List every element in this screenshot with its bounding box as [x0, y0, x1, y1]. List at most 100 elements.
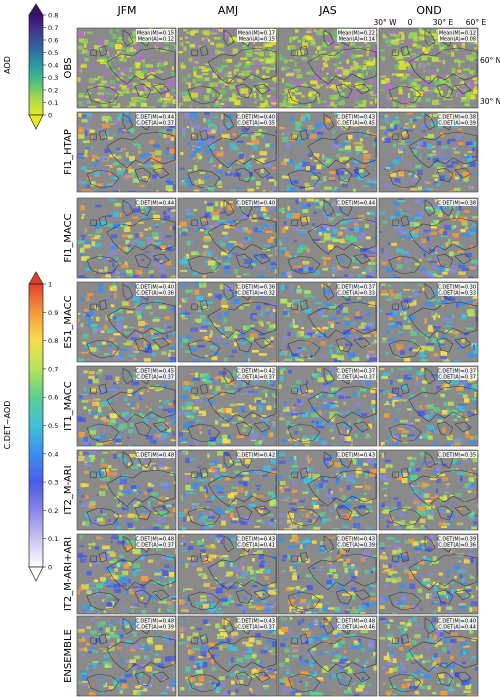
map-pixel — [170, 414, 176, 419]
map-pixel — [361, 72, 364, 77]
stat-primary: Mean(M)=0.15 — [137, 31, 174, 37]
map-pixel — [416, 44, 419, 49]
map-pixel — [289, 187, 296, 192]
map-pixel — [455, 213, 458, 220]
map-pixel — [205, 375, 211, 379]
map-pixel — [206, 488, 208, 494]
map-pixel — [381, 502, 385, 508]
map-pixel — [188, 382, 194, 386]
map-pixel — [344, 241, 351, 244]
map-pixel — [163, 382, 168, 388]
map-pixel — [133, 350, 140, 353]
map-pixel — [271, 266, 275, 272]
map-pixel — [218, 219, 221, 223]
map-pixel — [140, 509, 144, 514]
map-pixel — [415, 215, 422, 219]
map-pixel — [424, 91, 431, 94]
coastline — [122, 367, 134, 385]
map-pixel — [431, 338, 440, 344]
map-pixel — [465, 528, 472, 530]
map-pixel — [379, 475, 386, 481]
map-pixel — [193, 66, 198, 72]
map-pixel — [241, 128, 249, 133]
map-pixel — [332, 30, 340, 36]
map-pixel — [109, 285, 117, 292]
map-pixel — [334, 392, 337, 397]
map-pixel — [429, 298, 437, 302]
map-pixel — [236, 519, 243, 523]
map-pixel — [287, 185, 291, 191]
map-pixel — [352, 55, 360, 58]
map-field — [380, 112, 478, 196]
stats-box — [438, 367, 477, 380]
map-pixel — [78, 93, 85, 98]
map-pixel — [266, 67, 271, 70]
map-pixel — [440, 396, 446, 399]
map-pixel — [203, 485, 208, 490]
map-pixel — [121, 431, 125, 435]
map-pixel — [411, 489, 419, 494]
map-pixel — [159, 232, 163, 238]
map-pixel — [422, 435, 426, 439]
map-pixel — [315, 137, 322, 140]
map-pixel — [215, 420, 219, 425]
map-pixel — [180, 395, 189, 399]
map-pixel — [411, 76, 414, 81]
map-pixel — [457, 345, 461, 350]
map-pixel — [373, 72, 377, 75]
map-pixel — [434, 495, 438, 501]
map-pixel — [142, 464, 149, 471]
map-pixel — [374, 415, 377, 421]
map-pixel — [403, 288, 411, 291]
stat-secondary: C.DET(A)=0.45 — [337, 121, 375, 127]
map-pixel — [435, 183, 441, 186]
map-pixel — [217, 496, 225, 498]
map-pixel — [384, 82, 392, 88]
map-pixel — [143, 589, 146, 595]
map-pixel — [314, 513, 322, 516]
map-pixel — [318, 410, 322, 415]
map-pixel — [229, 355, 235, 358]
map-pixel — [337, 355, 345, 361]
map-pixel — [427, 86, 434, 91]
map-pixel — [88, 582, 96, 585]
stat-primary: C.DET(M)=0.37 — [336, 369, 375, 375]
coastline — [454, 167, 472, 179]
map-pixel — [408, 192, 414, 196]
map-pixel — [131, 240, 135, 244]
map-pixel — [434, 199, 438, 203]
map-pixel — [466, 486, 474, 489]
map-pixel — [204, 176, 210, 179]
map-pixel — [424, 51, 429, 54]
map-pixel — [109, 243, 114, 246]
map-pixel — [132, 216, 138, 219]
map-pixel — [108, 552, 116, 557]
map-pixel — [302, 209, 309, 213]
map-pixel — [341, 176, 345, 181]
map-pixel — [289, 469, 297, 473]
map-pixel — [131, 47, 137, 52]
map-pixel — [376, 136, 377, 139]
map-pixel — [369, 182, 373, 187]
coastline — [290, 471, 299, 479]
map-pixel — [427, 55, 435, 57]
map-pixel — [341, 468, 349, 472]
map-pixel — [393, 521, 402, 526]
map-pixel — [217, 67, 223, 73]
map-pixel — [419, 46, 422, 50]
map-pixel — [129, 453, 137, 458]
map-pixel — [92, 333, 96, 337]
map-pixel — [132, 428, 136, 432]
map-pixel — [125, 199, 129, 202]
map-pixel — [148, 270, 154, 274]
map-pixel — [242, 382, 246, 388]
map-pixel — [225, 139, 230, 141]
map-pixel — [179, 182, 187, 185]
map-pixel — [214, 376, 218, 381]
map-pixel — [284, 358, 293, 361]
map-pixel — [324, 518, 328, 522]
map-pixel — [333, 316, 337, 320]
map-pixel — [312, 85, 317, 88]
map-pixel — [214, 201, 219, 207]
map-pixel — [237, 78, 243, 83]
